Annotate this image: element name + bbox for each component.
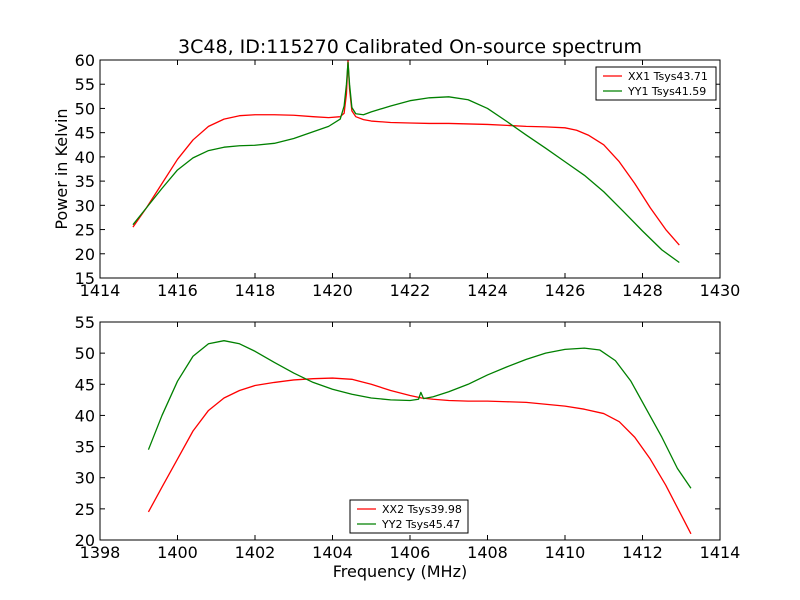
- y-tick-label: 30: [75, 469, 95, 488]
- x-tick-label: 1400: [157, 543, 198, 562]
- y-tick-label: 45: [75, 124, 95, 143]
- chart-title: 3C48, ID:115270 Calibrated On-source spe…: [178, 36, 642, 58]
- series-line-xx: [147, 377, 692, 535]
- x-tick-label: 1422: [390, 281, 431, 300]
- x-tick-label: 1404: [312, 543, 353, 562]
- y-tick-label: 35: [75, 438, 95, 457]
- x-tick-label: 1414: [80, 281, 121, 300]
- legend: XX2 Tsys39.98 YY2 Tsys45.47: [349, 499, 469, 534]
- legend-label: YY1 Tsys41.59: [627, 85, 706, 98]
- y-tick-label: 15: [75, 269, 95, 288]
- x-tick-label: 1412: [622, 543, 663, 562]
- y-tick-label: 40: [75, 406, 95, 425]
- y-tick-label: 20: [75, 245, 95, 264]
- y-tick-label: 40: [75, 148, 95, 167]
- series-line-yy: [132, 61, 680, 264]
- x-tick-label: 1430: [700, 281, 741, 300]
- x-tick-label: 1398: [80, 543, 121, 562]
- legend-label: XX1 Tsys43.71: [628, 70, 708, 83]
- y-tick-label: 35: [75, 172, 95, 191]
- y-tick-label: 60: [75, 51, 95, 70]
- x-tick-label: 1420: [312, 281, 353, 300]
- legend-label: XX2 Tsys39.98: [382, 503, 462, 516]
- y-tick-label: 30: [75, 196, 95, 215]
- y-tick-label: 50: [75, 344, 95, 363]
- x-tick-label: 1424: [467, 281, 508, 300]
- x-tick-label: 1414: [700, 543, 741, 562]
- x-tick-label: 1416: [157, 281, 198, 300]
- x-tick-label: 1426: [545, 281, 586, 300]
- y-tick-label: 20: [75, 531, 95, 550]
- legend-box: [595, 66, 717, 101]
- y-tick-label: 50: [75, 99, 95, 118]
- x-tick-label: 1408: [467, 543, 508, 562]
- legend-label: YY2 Tsys45.47: [381, 518, 460, 531]
- y-tick-label: 45: [75, 375, 95, 394]
- bottom-panel: 1398 1400 1402 1404 1406 1408 1410 1412 1414 20 25…: [75, 313, 741, 581]
- x-tick-label: 1410: [545, 543, 586, 562]
- x-axis-label: Frequency (MHz): [333, 562, 467, 581]
- top-panel: 1414 1416 1418 1420 1422 1424 1426 1428 1430 15 20…: [52, 51, 740, 300]
- x-tick-label: 1406: [390, 543, 431, 562]
- x-tick-label: 1418: [235, 281, 276, 300]
- legend-box: [349, 499, 469, 534]
- y-axis-label: Power in Kelvin: [52, 108, 71, 229]
- x-tick-label: 1402: [235, 543, 276, 562]
- series-line-yy: [147, 340, 692, 489]
- y-tick-label: 55: [75, 75, 95, 94]
- series-line-xx: [132, 60, 680, 246]
- y-tick-label: 25: [75, 221, 95, 240]
- x-tick-label: 1428: [622, 281, 663, 300]
- y-tick-label: 55: [75, 313, 95, 332]
- y-tick-label: 25: [75, 500, 95, 519]
- legend: XX1 Tsys43.71 YY1 Tsys41.59: [595, 66, 717, 101]
